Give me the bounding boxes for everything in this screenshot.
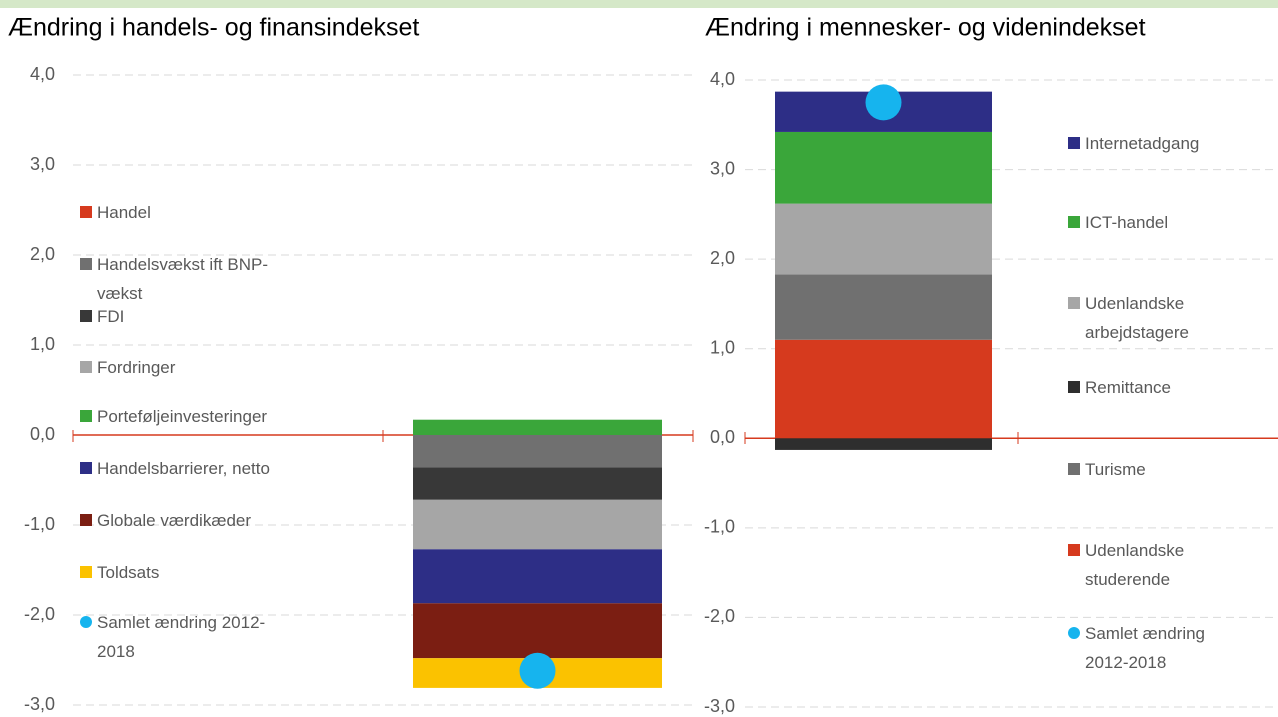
legend-swatch [80,206,92,218]
y-tick-label: 1,0 [710,337,735,357]
legend-label: Globale værdikæder [97,510,252,530]
legend-swatch [80,514,92,526]
legend-swatch [1068,627,1080,639]
legend-swatch [1068,544,1080,556]
bar-segment [413,549,662,604]
legend-swatch [1068,216,1080,228]
y-tick-label: 4,0 [30,64,55,84]
y-tick-label: 3,0 [710,158,735,178]
bar-segment [775,203,992,275]
bar-segment [413,603,662,659]
legend-swatch [80,258,92,270]
bar-segment [775,274,992,340]
legend-label: Handelsvækst ift BNP-vækst [97,254,268,303]
y-tick-label: 4,0 [710,69,735,89]
legend-swatch [80,410,92,422]
y-tick-label: 3,0 [30,154,55,174]
y-tick-label: 0,0 [30,424,55,444]
y-tick-label: -3,0 [24,694,55,714]
bar-segment [775,131,992,204]
legend-swatch [1068,463,1080,475]
legend-swatch [80,361,92,373]
chart-title: Ændring i handels- og finansindekset [8,14,419,42]
legend-swatch [80,462,92,474]
header-band [0,0,1278,8]
bar-segment [413,419,662,435]
chart-title: Ændring i mennesker- og videnindekset [705,14,1146,42]
total-dot [865,84,902,121]
legend-label: Remittance [1085,377,1171,397]
bar-segment [775,438,992,450]
legend-label: Toldsats [97,562,160,582]
legend-label: Handelsbarrierer, netto [97,458,270,478]
legend-swatch [80,566,92,578]
bar-segment [413,467,662,500]
legend-label: Handel [97,202,151,222]
y-tick-label: -2,0 [704,606,735,626]
legend-swatch [1068,297,1080,309]
legend-label: ICT-handel [1085,212,1169,232]
legend-swatch [80,310,92,322]
legend-label: Udenlandske arbejdstagere [1085,293,1189,342]
legend-label: Samlet ændring 2012-2018 [1085,623,1206,672]
legend-swatch [1068,381,1080,393]
y-tick-label: -3,0 [704,696,735,716]
legend-label: Porteføljeinvesteringer [97,406,268,426]
y-tick-label: 1,0 [30,334,55,354]
y-tick-label: -1,0 [24,514,55,534]
legend-label: Samlet ændring 2012-2018 [97,612,266,661]
legend-label: Udenlandske studerende [1085,540,1185,589]
bar-segment [413,499,662,550]
legend-swatch [80,616,92,628]
y-tick-label: 0,0 [710,427,735,447]
y-tick-label: -1,0 [704,517,735,537]
legend-label: Fordringer [97,357,176,377]
y-tick-label: 2,0 [710,248,735,268]
legend-label: Internetadgang [1085,133,1200,153]
legend-label: Turisme [1085,459,1146,479]
bar-segment [413,435,662,468]
y-tick-label: -2,0 [24,604,55,624]
y-tick-label: 2,0 [30,244,55,264]
legend-label: FDI [97,306,125,326]
total-dot [519,652,556,689]
bar-segment [775,339,992,439]
legend-swatch [1068,137,1080,149]
